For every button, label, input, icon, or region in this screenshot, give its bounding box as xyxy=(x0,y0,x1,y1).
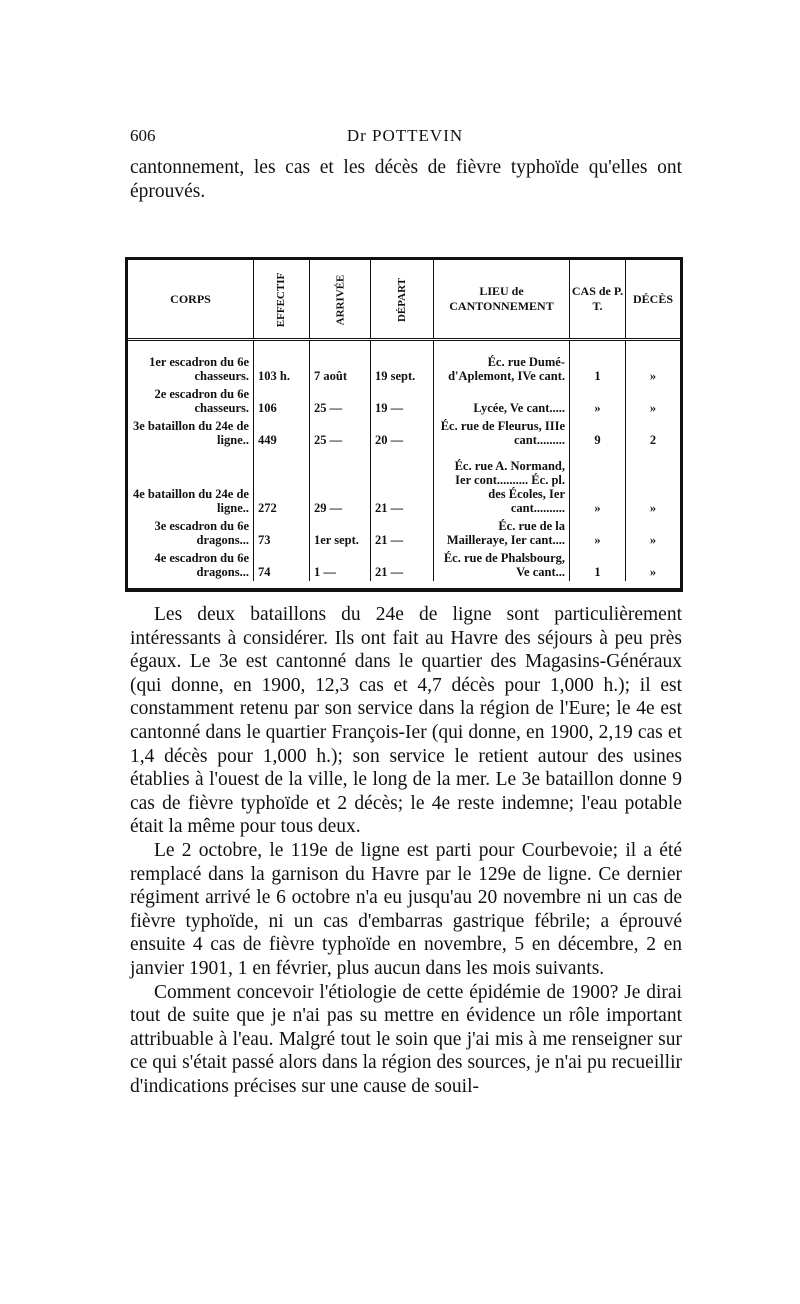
table-row: 4e escadron du 6e dragons... 74 1 —21 — Éc.… xyxy=(128,549,680,581)
cell-lieu: Éc. rue A. Normand, Ier cont.......... É… xyxy=(433,449,570,517)
cell-depart: 19 — xyxy=(370,385,434,417)
cell-cas: » xyxy=(569,385,626,417)
col-effectif: EFFECTIF xyxy=(253,260,310,341)
cell-depart: 19 sept. xyxy=(370,339,434,385)
cell-cas: 1 xyxy=(569,549,626,581)
table-row: 2e escadron du 6e chasseurs. 106 25 —19 — L… xyxy=(128,385,680,417)
cell-arrivee: 1 — xyxy=(309,549,371,581)
paragraph: Comment concevoir l'étiologie de cette é… xyxy=(130,981,682,1097)
cell-cas: » xyxy=(569,449,626,517)
cell-arrivee: 25 — xyxy=(309,417,371,449)
cell-depart: 21 — xyxy=(370,449,434,517)
table-header-row: CORPS EFFECTIF ARRIVÉE DÉPART LIEU de CA… xyxy=(128,260,680,341)
cell-lieu: Éc. rue de Fleurus, IIIe cant......... xyxy=(433,417,570,449)
cell-effectif: 272 xyxy=(253,449,310,517)
col-depart: DÉPART xyxy=(370,260,434,341)
col-arrivee: ARRIVÉE xyxy=(309,260,371,341)
cell-deces: 2 xyxy=(649,433,657,447)
paragraph: Le 2 octobre, le 119e de ligne est parti… xyxy=(130,839,682,979)
cell-effectif: 449 xyxy=(253,417,310,449)
cell-arrivee: 29 — xyxy=(309,449,371,517)
paragraph: Les deux bataillons du 24e de ligne sont… xyxy=(130,604,682,838)
cell-cas: » xyxy=(569,517,626,549)
cell-effectif: 103 h. xyxy=(253,339,310,385)
table-row: 3e escadron du 6e dragons... 73 1er sept. 2… xyxy=(128,517,680,549)
cell-effectif: 73 xyxy=(253,517,310,549)
cell-lieu: Éc. rue de Phalsbourg, Ve cant... xyxy=(433,549,570,581)
table-row: 4e bataillon du 24e de ligne.. 272 29 —21 … xyxy=(128,449,680,517)
cell-lieu: Éc. rue de la Mailleraye, Ier cant.... xyxy=(433,517,570,549)
cell-corps: 4e escadron du 6e dragons... xyxy=(128,549,254,581)
cell-arrivee: 25 — xyxy=(309,385,371,417)
cell-deces: » xyxy=(649,565,657,579)
cell-lieu: Lycée, Ve cant..... xyxy=(433,385,570,417)
col-deces: DÉCÈS xyxy=(625,260,680,341)
data-table: CORPS EFFECTIF ARRIVÉE DÉPART LIEU de CA… xyxy=(125,257,683,592)
cell-effectif: 106 xyxy=(253,385,310,417)
cell-effectif: 74 xyxy=(253,549,310,581)
cell-deces: » xyxy=(649,501,657,515)
col-cas: CAS de P. T. xyxy=(569,260,626,341)
cell-corps: 2e escadron du 6e chasseurs. xyxy=(128,385,254,417)
cell-arrivee: 1er sept. xyxy=(309,517,371,549)
cell-lieu: Éc. rue Dumé-d'Aplemont, IVe cant. xyxy=(433,339,570,385)
cell-corps: 3e escadron du 6e dragons... xyxy=(128,517,254,549)
cell-depart: 20 — xyxy=(370,417,434,449)
page-number: 606 xyxy=(130,126,156,145)
col-lieu: LIEU de CANTONNEMENT xyxy=(433,260,570,341)
cell-deces: » xyxy=(649,369,657,383)
intro-text: cantonnement, les cas et les décès de fi… xyxy=(130,157,682,202)
cell-depart: 21 — xyxy=(370,517,434,549)
cell-deces: » xyxy=(649,401,657,415)
col-corps: CORPS xyxy=(128,260,254,341)
body-text: Les deux bataillons du 24e de ligne sont… xyxy=(130,603,682,1098)
cell-corps: 1er escadron du 6e chasseurs. xyxy=(128,339,254,385)
cell-depart: 21 — xyxy=(370,549,434,581)
table-row: 3e bataillon du 24e de ligne.. 449 25 —20 … xyxy=(128,417,680,449)
cell-arrivee: 7 août xyxy=(309,339,371,385)
running-title: Dr POTTEVIN xyxy=(346,126,464,145)
running-header: 606 Dr POTTEVIN xyxy=(130,126,680,148)
cell-cas: 1 xyxy=(569,339,626,385)
cell-corps: 3e bataillon du 24e de ligne.. xyxy=(128,417,254,449)
cell-corps: 4e bataillon du 24e de ligne.. xyxy=(128,449,254,517)
cell-deces: » xyxy=(649,533,657,547)
cell-cas: 9 xyxy=(569,417,626,449)
table-row: 1er escadron du 6e chasseurs. 103 h. 7 aoû… xyxy=(128,339,680,385)
